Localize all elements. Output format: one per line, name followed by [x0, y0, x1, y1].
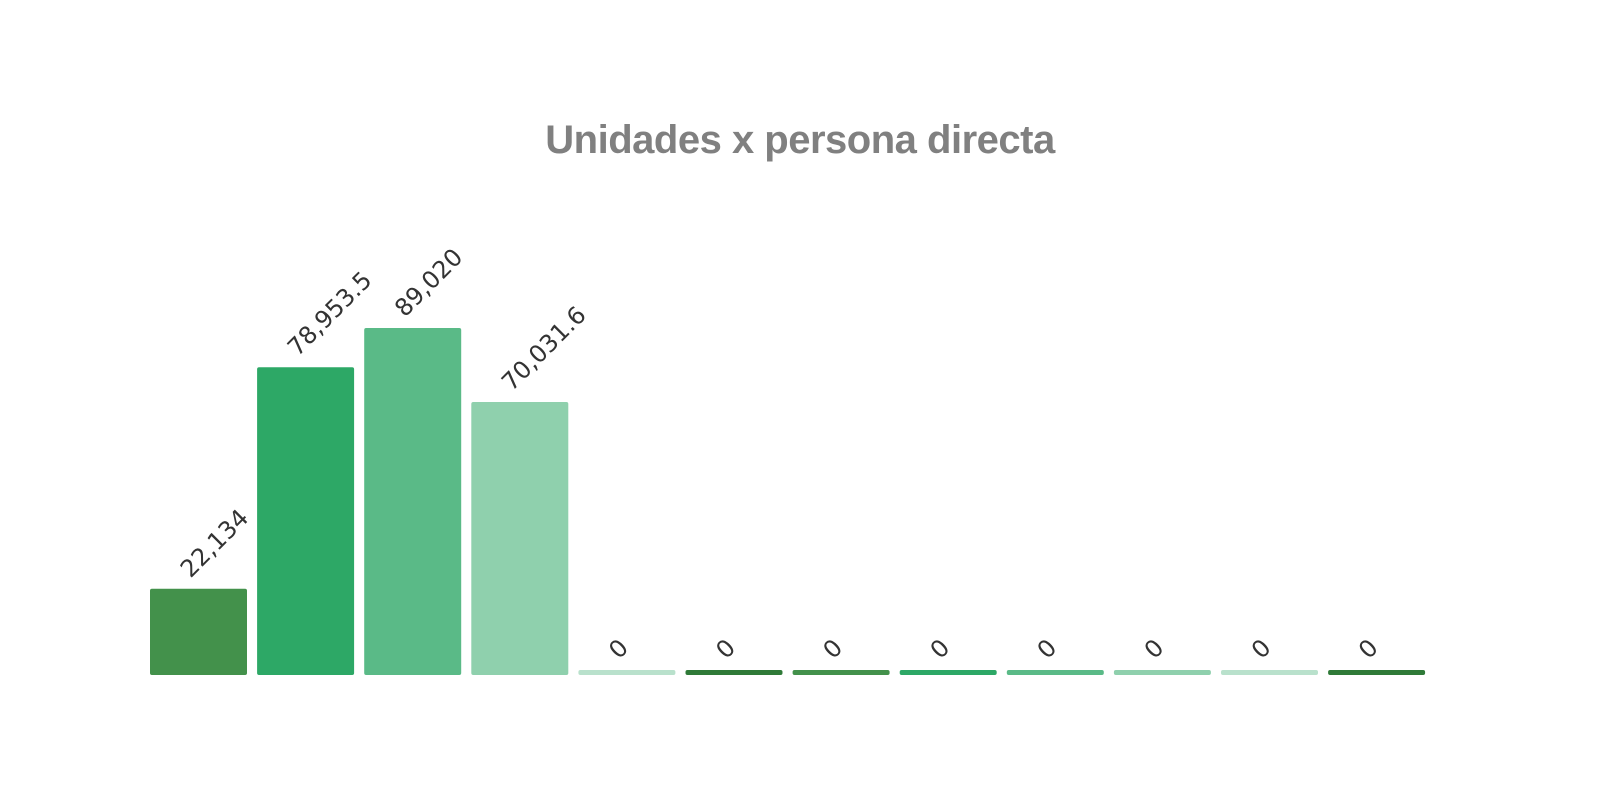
- bar-1: [150, 588, 247, 675]
- bar-9: [1006, 670, 1104, 675]
- chart-title: Unidades x persona directa: [545, 118, 1055, 162]
- data-label-10: 0: [1139, 634, 1170, 665]
- bars-group: [150, 328, 1426, 675]
- bar-12: [1328, 670, 1426, 675]
- data-label-5: 0: [603, 634, 634, 665]
- data-label-12: 0: [1353, 634, 1384, 665]
- bar-8: [899, 670, 997, 675]
- data-label-11: 0: [1246, 634, 1277, 665]
- data-labels-group: 22,134 78,953.5 89,020 70,031.6 0 0 0 0 0 0 0 0: [175, 243, 1384, 664]
- bar-11: [1221, 670, 1318, 675]
- data-label-3: 89,020: [389, 243, 468, 322]
- data-label-4: 70,031.6: [496, 301, 591, 396]
- bar-3: [364, 328, 462, 675]
- data-label-6: 0: [710, 634, 741, 665]
- bar-7: [792, 670, 890, 675]
- data-label-9: 0: [1032, 634, 1063, 665]
- data-label-1: 22,134: [175, 504, 254, 583]
- data-label-7: 0: [818, 634, 849, 665]
- bar-6: [685, 670, 783, 675]
- bar-5: [578, 670, 676, 675]
- bar-10: [1113, 670, 1211, 675]
- data-label-2: 78,953.5: [282, 266, 377, 361]
- data-label-8: 0: [925, 634, 956, 665]
- bar-4: [471, 402, 569, 675]
- bar-2: [257, 367, 355, 675]
